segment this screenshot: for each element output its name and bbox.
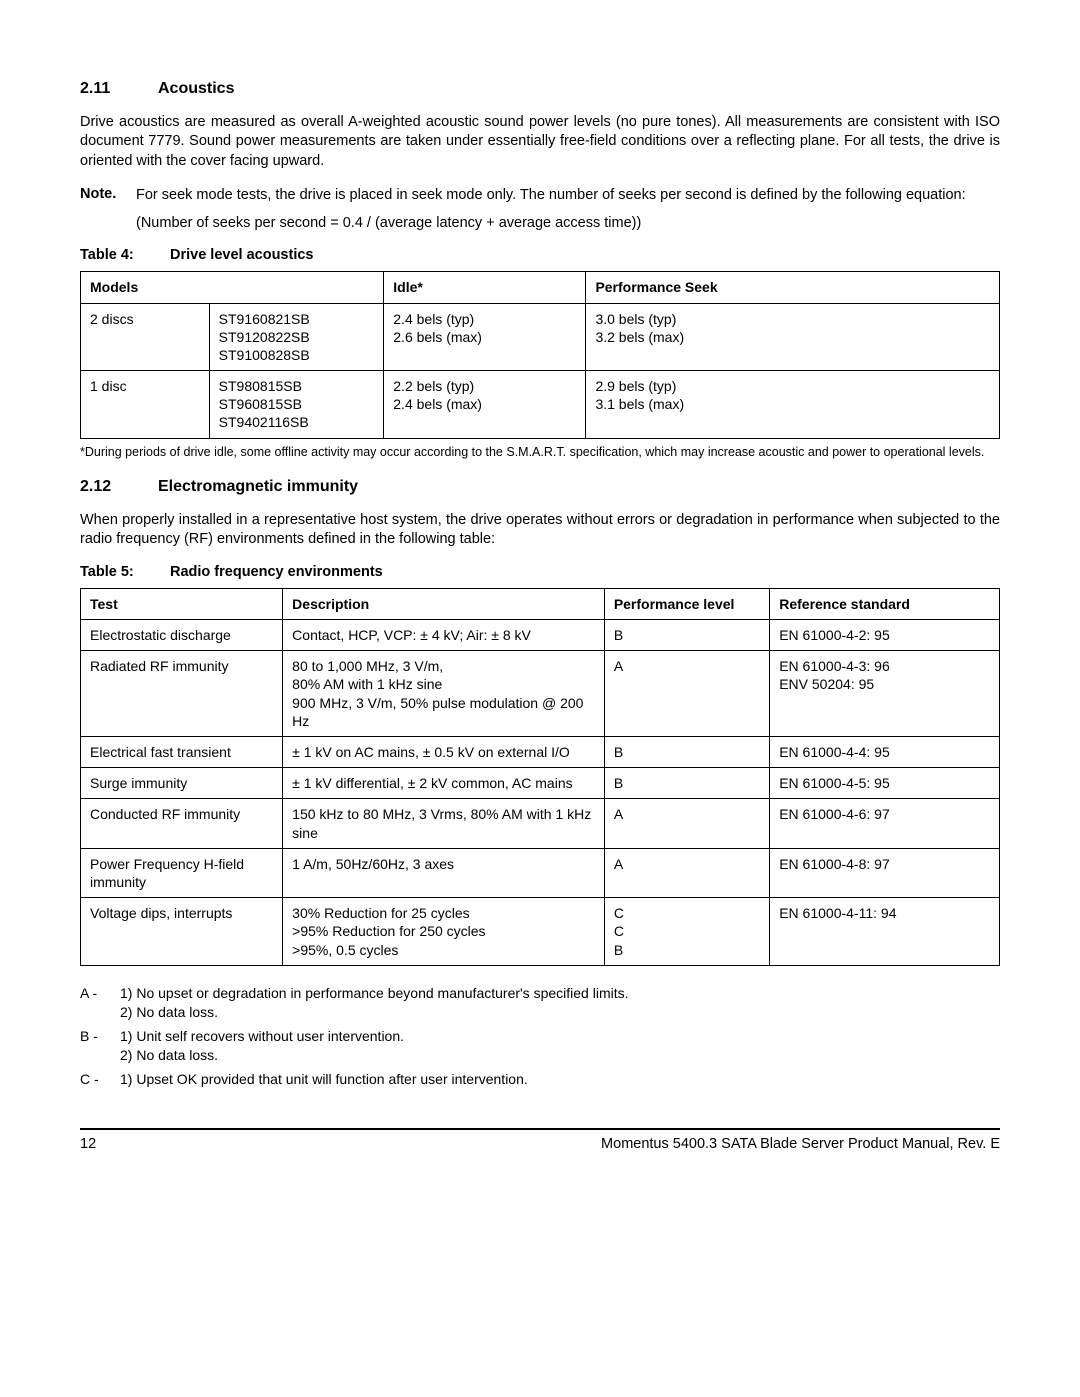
table-cell: 1 A/m, 50Hz/60Hz, 3 axes xyxy=(283,848,605,897)
table-cell: 3.0 bels (typ) 3.2 bels (max) xyxy=(586,303,1000,371)
table-cell: A xyxy=(604,848,769,897)
table5-title: Radio frequency environments xyxy=(170,564,383,580)
table-cell: 1 disc xyxy=(81,371,210,439)
table-row: Electrical fast transient± 1 kV on AC ma… xyxy=(81,737,1000,768)
table4-footnote: *During periods of drive idle, some offl… xyxy=(80,445,1000,461)
acoustics-para: Drive acoustics are measured as overall … xyxy=(80,113,1000,172)
page-number: 12 xyxy=(80,1136,96,1152)
table-cell: ± 1 kV differential, ± 2 kV common, AC m… xyxy=(283,768,605,799)
table-cell: A xyxy=(604,799,769,848)
table-cell: Conducted RF immunity xyxy=(81,799,283,848)
table-cell: EN 61000-4-11: 94 xyxy=(770,898,1000,966)
table5-caption: Table 5:Radio frequency environments xyxy=(80,564,1000,580)
footer-title: Momentus 5400.3 SATA Blade Server Produc… xyxy=(601,1136,1000,1152)
table-row: Power Frequency H-field immunity1 A/m, 5… xyxy=(81,848,1000,897)
section-title: Electromagnetic immunity xyxy=(158,478,358,495)
table-cell: 2.4 bels (typ) 2.6 bels (max) xyxy=(384,303,586,371)
table5-label: Table 5: xyxy=(80,564,170,580)
performance-level-definitions: A -1) No upset or degradation in perform… xyxy=(80,984,1000,1090)
table-cell: EN 61000-4-6: 97 xyxy=(770,799,1000,848)
level-code: B - xyxy=(80,1027,120,1066)
table4-caption: Table 4:Drive level acoustics xyxy=(80,247,1000,263)
table-row: 2 discsST9160821SB ST9120822SB ST9100828… xyxy=(81,303,1000,371)
table-header-cell: Description xyxy=(283,588,605,619)
table-row: Surge immunity± 1 kV differential, ± 2 k… xyxy=(81,768,1000,799)
table-cell: 2.9 bels (typ) 3.1 bels (max) xyxy=(586,371,1000,439)
table-cell: Electrical fast transient xyxy=(81,737,283,768)
table-row: 1 discST980815SB ST960815SB ST9402116SB2… xyxy=(81,371,1000,439)
table-cell: Voltage dips, interrupts xyxy=(81,898,283,966)
table-cell: B xyxy=(604,768,769,799)
table-header-cell: Performance level xyxy=(604,588,769,619)
emi-para: When properly installed in a representat… xyxy=(80,511,1000,550)
table-cell: B xyxy=(604,620,769,651)
section-heading-emi: 2.12Electromagnetic immunity xyxy=(80,478,1000,496)
section-number: 2.12 xyxy=(80,478,158,496)
table-cell: 2 discs xyxy=(81,303,210,371)
table4-title: Drive level acoustics xyxy=(170,247,313,263)
table-cell: 2.2 bels (typ) 2.4 bels (max) xyxy=(384,371,586,439)
table-cell: EN 61000-4-4: 95 xyxy=(770,737,1000,768)
page-footer: 12 Momentus 5400.3 SATA Blade Server Pro… xyxy=(80,1128,1000,1152)
th-idle: Idle* xyxy=(384,272,586,303)
th-perfseek: Performance Seek xyxy=(586,272,1000,303)
table-cell: EN 61000-4-3: 96 ENV 50204: 95 xyxy=(770,651,1000,737)
table-cell: ST980815SB ST960815SB ST9402116SB xyxy=(209,371,384,439)
table-cell: ± 1 kV on AC mains, ± 0.5 kV on external… xyxy=(283,737,605,768)
table-row: Voltage dips, interrupts30% Reduction fo… xyxy=(81,898,1000,966)
table-cell: EN 61000-4-2: 95 xyxy=(770,620,1000,651)
table-cell: Contact, HCP, VCP: ± 4 kV; Air: ± 8 kV xyxy=(283,620,605,651)
table-header-row: TestDescriptionPerformance levelReferenc… xyxy=(81,588,1000,619)
level-def-row: B -1) Unit self recovers without user in… xyxy=(80,1027,1000,1066)
table-cell: 150 kHz to 80 MHz, 3 Vrms, 80% AM with 1… xyxy=(283,799,605,848)
table-cell: A xyxy=(604,651,769,737)
note-equation: (Number of seeks per second = 0.4 / (ave… xyxy=(136,215,1000,231)
table-row: Electrostatic dischargeContact, HCP, VCP… xyxy=(81,620,1000,651)
table-header-cell: Reference standard xyxy=(770,588,1000,619)
section-title: Acoustics xyxy=(158,80,234,97)
table-cell: Surge immunity xyxy=(81,768,283,799)
note-text: For seek mode tests, the drive is placed… xyxy=(136,186,1000,206)
level-code: A - xyxy=(80,984,120,1023)
level-def-row: A -1) No upset or degradation in perform… xyxy=(80,984,1000,1023)
table-cell: 30% Reduction for 25 cycles >95% Reducti… xyxy=(283,898,605,966)
level-text: 1) Upset OK provided that unit will func… xyxy=(120,1070,528,1090)
level-def-row: C -1) Upset OK provided that unit will f… xyxy=(80,1070,1000,1090)
th-models: Models xyxy=(81,272,384,303)
level-text: 1) No upset or degradation in performanc… xyxy=(120,984,629,1023)
table-header-cell: Test xyxy=(81,588,283,619)
table-cell: EN 61000-4-8: 97 xyxy=(770,848,1000,897)
table-cell: Electrostatic discharge xyxy=(81,620,283,651)
table-cell: 80 to 1,000 MHz, 3 V/m, 80% AM with 1 kH… xyxy=(283,651,605,737)
table4: Models Idle* Performance Seek 2 discsST9… xyxy=(80,271,1000,438)
section-heading-acoustics: 2.11Acoustics xyxy=(80,80,1000,98)
note-label: Note. xyxy=(80,186,116,202)
note-block: Note. For seek mode tests, the drive is … xyxy=(80,185,1000,205)
table-cell: Power Frequency H-field immunity xyxy=(81,848,283,897)
level-code: C - xyxy=(80,1070,120,1090)
table-row: Conducted RF immunity150 kHz to 80 MHz, … xyxy=(81,799,1000,848)
table-row: Radiated RF immunity80 to 1,000 MHz, 3 V… xyxy=(81,651,1000,737)
section-number: 2.11 xyxy=(80,80,158,98)
table-cell: B xyxy=(604,737,769,768)
table-cell: ST9160821SB ST9120822SB ST9100828SB xyxy=(209,303,384,371)
table-cell: Radiated RF immunity xyxy=(81,651,283,737)
level-text: 1) Unit self recovers without user inter… xyxy=(120,1027,404,1066)
table-cell: EN 61000-4-5: 95 xyxy=(770,768,1000,799)
table4-label: Table 4: xyxy=(80,247,170,263)
table5: TestDescriptionPerformance levelReferenc… xyxy=(80,588,1000,966)
table-cell: C C B xyxy=(604,898,769,966)
table-header-row: Models Idle* Performance Seek xyxy=(81,272,1000,303)
